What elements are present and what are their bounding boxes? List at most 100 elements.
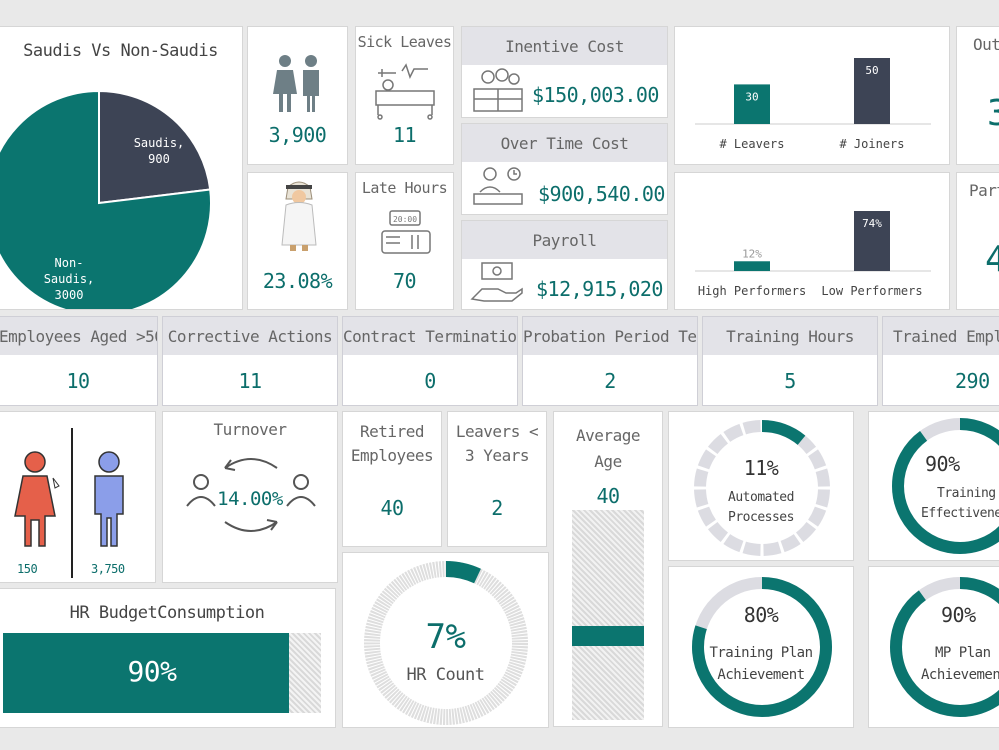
leavers-joiners-chart: 30 # Leavers 50 # Joiners	[695, 58, 931, 151]
kpi-trained-employees-header	[883, 317, 999, 355]
kpi-contract-termination: Contract Termination 0	[342, 316, 518, 406]
incentive-cost-card: Inentive Cost $150,003.00	[461, 26, 668, 118]
training-plan-label-line2: Achievement	[717, 667, 805, 683]
turnover-title: Turnover	[213, 420, 287, 439]
bar-data-label: 12%	[742, 247, 762, 260]
retired-title-line1: Retired	[360, 422, 424, 441]
late-hours-card: Late Hours 20:00 70	[355, 172, 454, 310]
bar--leavers[interactable]	[734, 84, 770, 124]
outsourced-value: 3	[987, 93, 999, 134]
budget-track	[3, 633, 321, 713]
budget-card: HR BudgetConsumption 90%	[0, 588, 336, 728]
money-gift-icon	[473, 68, 523, 112]
automated-card: 11% Automated Processes	[668, 411, 854, 561]
kpi-trained-employees: Trained Employ 290	[882, 316, 999, 406]
overtime-cost-card: Over Time Cost $900,540.00	[461, 123, 668, 215]
female-count: 150	[17, 562, 38, 576]
kpi-probation-termination-value: 2	[604, 369, 616, 393]
cash-hand-icon	[470, 262, 523, 302]
kpi-trained-employees-title: Trained Employ	[893, 327, 999, 346]
watch-icon: 20:00	[381, 210, 431, 254]
training-eff-label-line1: Training	[937, 486, 996, 501]
kpi-corrective-actions-header	[163, 317, 337, 355]
ring-segment	[815, 468, 830, 487]
training-eff-value: 90%	[925, 452, 960, 476]
automated-label-line1: Automated	[728, 490, 794, 505]
saudis-chart-title: Saudis Vs Non-Saudis	[23, 41, 218, 61]
ring-segment	[707, 433, 729, 455]
pie-label: 900	[148, 152, 170, 166]
budget-title: HR BudgetConsumption	[69, 603, 265, 623]
automated-label-line2: Processes	[728, 510, 794, 525]
kpi-corrective-actions: Corrective Actions 11	[162, 316, 338, 406]
avg-age-title-line1: Average	[576, 426, 640, 445]
hospital-bed-icon	[375, 63, 435, 120]
headcount-card: 3,900	[247, 26, 348, 165]
mp-plan-label-line1: MP Plan	[935, 645, 991, 661]
hr-count-ring	[364, 561, 528, 725]
budget-value: 90%	[127, 655, 177, 688]
ring-progress	[692, 577, 832, 717]
sick-leaves-card: Sick Leaves 11	[355, 26, 454, 165]
ring-segment	[723, 423, 744, 443]
ring-segment	[795, 521, 817, 543]
hr-count-value: 7%	[425, 617, 466, 657]
headcount-value: 3,900	[268, 123, 327, 147]
hr-count-card: 7% HR Count	[342, 552, 549, 728]
payroll-header	[462, 221, 667, 259]
bar-high-performers[interactable]	[734, 261, 770, 271]
bar-category-label: High Performers	[698, 284, 806, 298]
kpi-contract-termination-title: Contract Termination	[343, 327, 518, 346]
training-eff-card: 90% Training Effectiveness	[868, 411, 999, 561]
bar-data-label: 50	[865, 64, 878, 77]
sick-leaves-title: Sick Leaves	[357, 33, 452, 51]
avg-age-card: Average Age 40	[553, 411, 663, 727]
mp-plan-ring	[890, 577, 999, 717]
training-plan-value: 80%	[743, 603, 779, 627]
gender-divider	[71, 428, 73, 578]
kpi-aged-50-header	[0, 317, 157, 355]
retired-value: 40	[380, 496, 404, 520]
pie-slice-saudis[interactable]	[98, 89, 212, 205]
gender-card: 150 3,750	[0, 411, 156, 583]
incentive-cost-header	[462, 27, 667, 65]
bar-data-label: 74%	[862, 217, 882, 230]
overtime-cost-value: $900,540.00	[538, 182, 665, 206]
training-eff-label-line2: Effectiveness	[921, 506, 999, 521]
parttime-card: Part 4	[956, 172, 999, 310]
male-count: 3,750	[91, 562, 125, 576]
kpi-probation-termination: Probation Period Ter. 2	[522, 316, 698, 406]
retired-title-line2: Employees	[350, 446, 434, 465]
kpi-probation-termination-header	[523, 317, 697, 355]
kpi-training-hours: Training Hours 5	[702, 316, 878, 406]
ring-segment	[723, 533, 744, 553]
svg-text:20:00: 20:00	[393, 215, 417, 224]
avg-age-value: 40	[596, 484, 620, 508]
ring-segment	[807, 506, 827, 527]
kpi-probation-termination-title: Probation Period Ter.	[523, 327, 698, 346]
performers-chart: 12% High Performers 74% Low Performers	[695, 211, 931, 298]
training-eff-ring	[892, 418, 999, 554]
payroll-value: $12,915,020.00	[536, 277, 667, 301]
kpi-training-hours-header	[703, 317, 877, 355]
payroll-title: Payroll	[532, 231, 597, 250]
hr-count-label: HR Count	[406, 665, 485, 685]
pie-label: Saudis,	[134, 136, 185, 150]
turnover-cycle-icon	[186, 458, 316, 532]
ring-segment	[697, 506, 717, 527]
ring-progress	[761, 420, 806, 446]
saudis-pie-chart: Saudis, 900 Non- Saudis, 3000	[0, 89, 212, 310]
late-hours-value: 70	[392, 269, 417, 293]
avg-age-gauge	[572, 510, 644, 720]
bar--joiners[interactable]	[854, 58, 890, 124]
pie-slice-non-saudis[interactable]	[0, 89, 212, 310]
turnover-card: Turnover 14.00%	[162, 411, 338, 583]
kpi-aged-50-title: Employees Aged >50	[0, 327, 158, 346]
mp-plan-card: 90% MP Plan Achievement	[868, 566, 999, 728]
kpi-contract-termination-header	[343, 317, 517, 355]
retired-card: Retired Employees 40	[342, 411, 442, 547]
performers-card: 12% High Performers 74% Low Performers	[674, 172, 950, 310]
training-plan-card: 80% Training Plan Achievement	[668, 566, 854, 728]
bar-low-performers[interactable]	[854, 211, 890, 271]
avg-age-marker	[572, 626, 644, 646]
